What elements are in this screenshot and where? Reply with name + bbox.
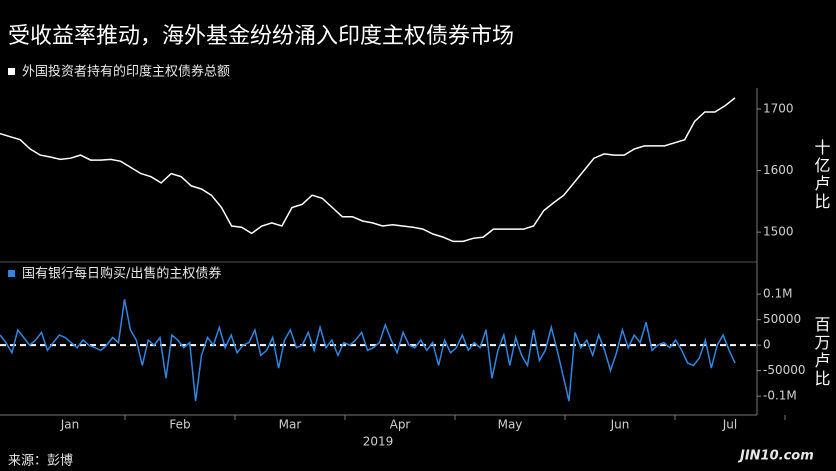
y-tick-label: 1600 (763, 163, 794, 177)
y-axis-label: 十亿卢比 (812, 139, 831, 211)
legend-label: 外国投资者持有的印度主权债券总额 (22, 64, 230, 80)
x-tick-label: Apr (390, 418, 411, 432)
y-tick-label: 1500 (763, 225, 794, 239)
y-axis-label: 百万卢比 (812, 316, 831, 388)
y-tick-label: -0.1M (763, 389, 797, 403)
legend-label: 国有银行每日购买/出售的主权债券 (22, 266, 221, 282)
y-tick-label: 0 (763, 338, 771, 352)
x-tick-label: Feb (169, 418, 190, 432)
y-tick-label: 1700 (763, 101, 794, 115)
x-tick-label: Jan (60, 418, 80, 432)
x-tick-label: May (498, 418, 523, 432)
x-tick-label: Jun (610, 418, 630, 432)
x-tick-label: Mar (279, 418, 302, 432)
watermark: JIN10.com (737, 449, 814, 464)
chart-title: 受收益率推动，海外基金纷纷涌入印度主权债券市场 (8, 24, 514, 49)
legend-swatch (8, 270, 15, 277)
data-line (0, 299, 736, 402)
legend-swatch (8, 68, 15, 75)
y-tick-label: -50000 (763, 363, 806, 377)
y-tick-label: 50000 (763, 312, 801, 326)
x-tick-label: Jul (722, 418, 737, 432)
source: 来源：彭博 (8, 454, 73, 469)
x-year-label: 2019 (363, 435, 394, 449)
y-tick-label: 0.1M (763, 287, 792, 301)
data-line (0, 97, 736, 243)
